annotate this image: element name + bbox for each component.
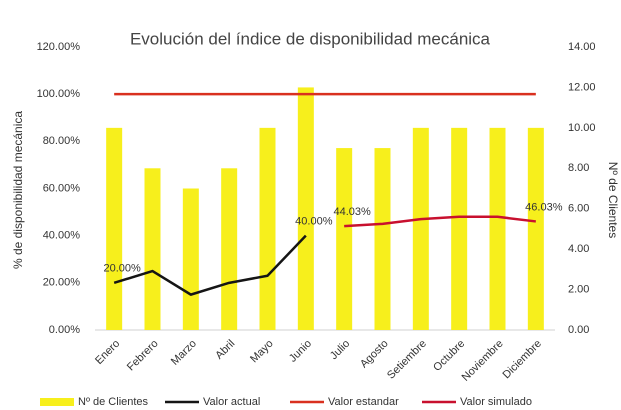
- y2-axis-label: Nº de Clientes: [606, 162, 620, 238]
- x-tick-label: Diciembre: [501, 338, 544, 381]
- y-tick-label: 120.00%: [37, 41, 81, 53]
- y2-tick-label: 0.00: [568, 324, 589, 336]
- x-tick-label: Agosto: [358, 338, 391, 371]
- y-tick-label: 100.00%: [37, 88, 81, 100]
- x-tick-label: Octubre: [431, 338, 467, 374]
- y2-tick-label: 2.00: [568, 283, 589, 295]
- y2-tick-label: 14.00: [568, 41, 596, 53]
- y-tick-label: 0.00%: [49, 324, 80, 336]
- y2-tick-label: 4.00: [568, 243, 589, 255]
- data-label: 46.03%: [525, 201, 563, 213]
- y-axis-label: % de disponibilidad mecánica: [11, 111, 25, 269]
- bar: [144, 168, 161, 330]
- bar: [336, 148, 353, 330]
- bar: [489, 127, 506, 330]
- chart-title: Evolución del índice de disponibilidad m…: [130, 29, 491, 48]
- bar: [182, 188, 199, 330]
- legend-label: Valor actual: [203, 396, 260, 408]
- bar: [451, 127, 468, 330]
- y-tick-label: 80.00%: [43, 135, 81, 147]
- bar: [412, 127, 429, 330]
- x-tick-label: Mayo: [248, 338, 276, 366]
- y2-tick-label: 12.00: [568, 81, 596, 93]
- x-tick-label: Abril: [213, 338, 237, 362]
- bar: [221, 168, 238, 330]
- x-tick-label: Noviembre: [460, 338, 506, 384]
- bar: [297, 87, 314, 330]
- y-tick-label: 20.00%: [43, 277, 81, 289]
- line: [344, 215, 536, 228]
- x-tick-label: Marzo: [169, 338, 199, 368]
- data-label: 40.00%: [295, 216, 333, 228]
- y2-tick-label: 10.00: [568, 122, 596, 134]
- bar: [374, 148, 391, 330]
- legend-label: Valor simulado: [460, 396, 532, 408]
- y-tick-label: 60.00%: [43, 182, 81, 194]
- y2-tick-label: 6.00: [568, 203, 589, 215]
- y-tick-label: 40.00%: [43, 230, 81, 242]
- bar: [106, 127, 123, 330]
- x-tick-label: Enero: [93, 338, 122, 367]
- x-tick-label: Febrero: [125, 338, 161, 374]
- bar: [259, 127, 276, 330]
- legend-label: Nº de Clientes: [78, 396, 149, 408]
- x-tick-label: Setiembre: [385, 338, 429, 382]
- legend-label: Valor estandar: [328, 396, 399, 408]
- line: [113, 234, 307, 296]
- data-label: 44.03%: [334, 206, 372, 218]
- y2-tick-label: 8.00: [568, 162, 589, 174]
- x-tick-label: Julio: [328, 338, 352, 362]
- legend-swatch: [40, 398, 74, 406]
- bar: [527, 127, 544, 330]
- x-tick-label: Junio: [287, 338, 314, 365]
- data-label: 20.00%: [104, 263, 142, 275]
